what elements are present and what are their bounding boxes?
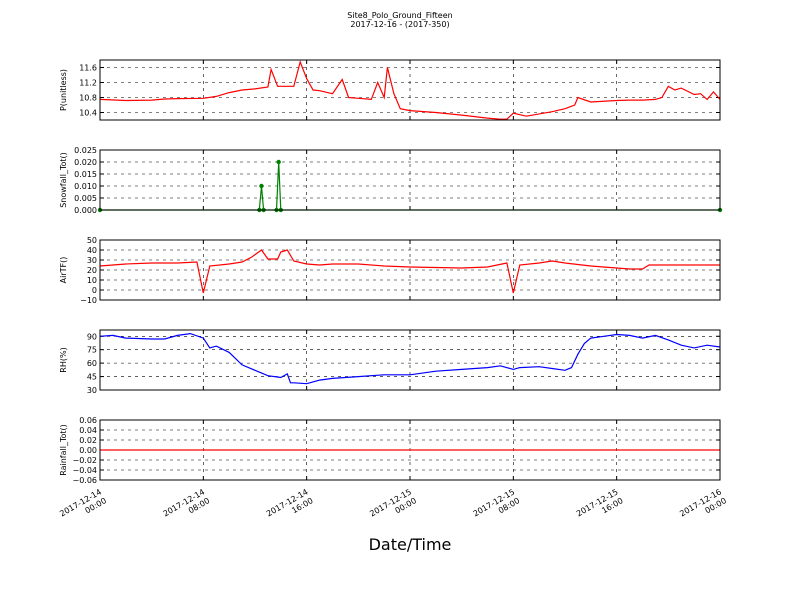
y-tick-label: 11.2 bbox=[79, 79, 97, 88]
y-tick-label: 0.010 bbox=[74, 182, 97, 191]
y-tick-label: 20 bbox=[87, 266, 97, 275]
plot-frame bbox=[99, 239, 721, 301]
y-tick-label: 90 bbox=[87, 332, 97, 341]
y-tick-label: 10.4 bbox=[79, 109, 97, 118]
y-tick-label: −0.04 bbox=[72, 466, 97, 475]
y-tick-label: 0.02 bbox=[79, 436, 97, 445]
y-tick-label: 0.06 bbox=[79, 416, 97, 425]
y-axis-label: Snowfall_Tot() bbox=[59, 152, 68, 208]
x-tick-label: 2017-12-1516:00 bbox=[575, 487, 625, 527]
y-tick-label: 45 bbox=[87, 373, 97, 382]
panel: 0.000 0.005 0.010 0.015 0.020 0.025 Snowfall_T… bbox=[59, 146, 723, 215]
y-tick-label: 0.025 bbox=[74, 146, 97, 155]
y-tick-label: 0.005 bbox=[74, 194, 97, 203]
panel: 10.4 10.8 11.2 11.6 P(unitless) bbox=[59, 59, 721, 121]
y-tick-label: 10 bbox=[87, 276, 97, 285]
plot-frame bbox=[99, 329, 721, 391]
panel: 30 45 60 75 90 RH(%) bbox=[59, 329, 721, 395]
y-tick-label: 0.04 bbox=[79, 426, 97, 435]
x-tick-label: 2017-12-1500:00 bbox=[368, 487, 418, 527]
y-tick-label: −0.06 bbox=[72, 476, 97, 485]
plot-frame bbox=[99, 149, 721, 211]
y-tick-label: 40 bbox=[87, 246, 97, 255]
y-tick-label: 30 bbox=[87, 386, 97, 395]
y-tick-label: −0.02 bbox=[72, 456, 97, 465]
series-line bbox=[99, 249, 720, 294]
figure-title: Site8_Polo_Ground_Fifteen bbox=[347, 11, 452, 20]
y-tick-label: 11.6 bbox=[79, 64, 97, 73]
y-tick-label: 0 bbox=[92, 286, 97, 295]
x-tick-label: 2017-12-1400:00 bbox=[58, 487, 108, 527]
x-tick-label: 2017-12-1408:00 bbox=[162, 487, 212, 527]
y-tick-label: 60 bbox=[87, 359, 97, 368]
figure-subtitle: 2017-12-16 - (2017-350) bbox=[350, 20, 449, 29]
y-tick-label: −10 bbox=[80, 296, 97, 305]
point bbox=[276, 159, 281, 165]
series-line bbox=[99, 332, 721, 385]
y-axis-label: P(unitless) bbox=[59, 69, 68, 111]
panel: −0.06−0.04−0.020.000.020.040.06 2017-12-1… bbox=[58, 416, 728, 527]
plot-frame bbox=[99, 419, 721, 481]
x-axis-label: Date/Time bbox=[369, 535, 452, 554]
point bbox=[259, 183, 264, 189]
x-tick-label: 2017-12-1416:00 bbox=[265, 487, 315, 527]
y-tick-label: 30 bbox=[87, 256, 97, 265]
x-tick-label: 2017-12-1508:00 bbox=[472, 487, 522, 527]
y-tick-label: 0.00 bbox=[79, 446, 97, 455]
y-tick-label: 0.000 bbox=[74, 206, 97, 215]
y-tick-label: 0.015 bbox=[74, 170, 97, 179]
y-tick-label: 50 bbox=[87, 236, 97, 245]
plot-frame bbox=[99, 59, 721, 121]
y-tick-label: 10.8 bbox=[79, 94, 97, 103]
y-tick-label: 75 bbox=[87, 346, 97, 355]
y-axis-label: AirTF() bbox=[59, 257, 68, 284]
series-line bbox=[99, 59, 721, 120]
x-tick-label: 2017-12-1600:00 bbox=[678, 487, 728, 527]
y-axis-label: Rainfall_Tot() bbox=[59, 424, 68, 476]
y-axis-label: RH(%) bbox=[59, 347, 68, 372]
y-tick-label: 0.020 bbox=[74, 158, 97, 167]
